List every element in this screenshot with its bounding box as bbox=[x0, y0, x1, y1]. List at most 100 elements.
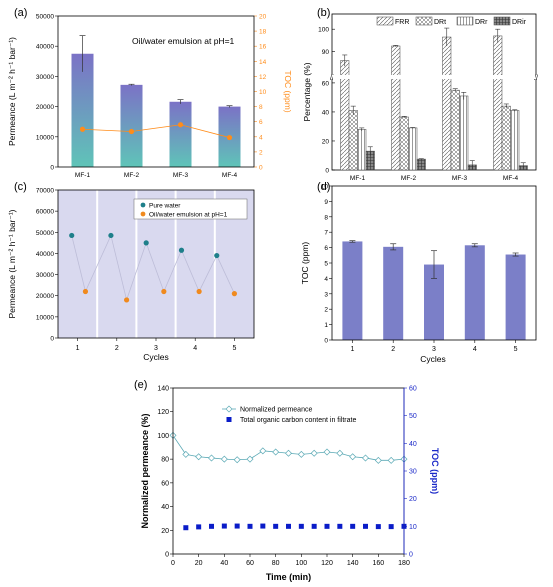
y-tick-label-e: 80 bbox=[161, 457, 169, 464]
toc-point-a bbox=[226, 134, 233, 141]
oil-emulsion-point-c bbox=[124, 297, 130, 303]
break-gap-b bbox=[333, 75, 535, 79]
bar-d bbox=[505, 254, 526, 340]
y-axis-label-b: Percentage (%) bbox=[302, 62, 312, 121]
y-tick-label-b: 90 bbox=[322, 49, 330, 56]
toc-point-a bbox=[128, 128, 135, 135]
legend-label-b: DRir bbox=[512, 19, 527, 26]
y-right-tick-label-e: 60 bbox=[409, 386, 417, 393]
toc-point-e bbox=[337, 523, 343, 529]
plot-frame-b bbox=[331, 13, 537, 171]
bar-d bbox=[383, 246, 404, 340]
y-tick-label-b: 40 bbox=[322, 109, 330, 116]
x-tick-label-a: MF-3 bbox=[173, 172, 189, 179]
bar-a bbox=[120, 84, 143, 167]
toc-point-e bbox=[273, 523, 279, 529]
toc-line-a bbox=[82, 124, 230, 138]
x-axis-label-d: Cycles bbox=[420, 354, 446, 364]
toc-point-e bbox=[375, 524, 381, 530]
y-tick-label-d: 6 bbox=[324, 245, 328, 252]
y-right-tick-label-a: 20 bbox=[259, 14, 267, 21]
x-tick-label-a: MF-4 bbox=[222, 172, 238, 179]
axis-break-left-b bbox=[328, 75, 336, 79]
bar-b-drt bbox=[450, 89, 460, 171]
x-tick-label-b: MF-2 bbox=[401, 175, 417, 182]
perm-point-e bbox=[220, 455, 228, 463]
y-tick-label-a: 40000 bbox=[36, 44, 54, 51]
axis-break-mark-right-b: // bbox=[534, 75, 538, 82]
y-tick-label-a: 30000 bbox=[36, 74, 54, 81]
pure-water-point-c bbox=[69, 232, 75, 239]
y-tick-label-c: 0 bbox=[50, 336, 54, 343]
panel-c: (c) 0 10000 20000 30000 40000 50000 60000 70000 1… bbox=[7, 181, 255, 362]
x-tick-label-e: 100 bbox=[295, 560, 307, 567]
bar-d bbox=[464, 245, 485, 340]
x-axis-label-e: Time (min) bbox=[266, 572, 311, 582]
toc-point-a bbox=[79, 126, 86, 132]
toc-point-a bbox=[177, 122, 184, 128]
y-axis-label-d: TOC (ppm) bbox=[300, 242, 310, 285]
y-tick-label-d: 8 bbox=[324, 214, 328, 221]
bar-b-drr bbox=[510, 110, 520, 171]
x-tick-label-c: 5 bbox=[232, 345, 236, 352]
y-tick-label-b: 20 bbox=[322, 138, 330, 145]
toc-point-e bbox=[209, 523, 214, 529]
bar-a bbox=[71, 53, 94, 167]
panel-a: (a) 0 10000 20000 30000 40000 50000 0 2 4 6 8 10 12 14… bbox=[7, 7, 293, 179]
y-tick-label-b: 60 bbox=[322, 80, 330, 87]
legend-marker-toc-e bbox=[226, 417, 232, 422]
x-tick-label-e: 160 bbox=[372, 560, 384, 567]
toc-point-e bbox=[221, 523, 227, 529]
x-tick-label-d: 2 bbox=[391, 346, 395, 353]
y-tick-label-d: 1 bbox=[324, 322, 328, 329]
plot-frame-d bbox=[331, 185, 537, 341]
axis-break-mark-left-b: // bbox=[330, 75, 334, 82]
x-tick-label-d: 1 bbox=[350, 346, 354, 353]
perm-point-e bbox=[349, 453, 357, 461]
x-tick-label-e: 20 bbox=[195, 560, 203, 567]
legend-marker-pure-c bbox=[140, 202, 146, 208]
x-tick-label-c: 4 bbox=[193, 345, 197, 352]
perm-point-e bbox=[182, 450, 190, 458]
bar-b-drir bbox=[416, 158, 426, 171]
toc-point-e bbox=[286, 523, 291, 529]
y-tick-label-b: 0 bbox=[325, 168, 329, 175]
x-axis-label-c: Cycles bbox=[143, 352, 169, 362]
bar-b-frr bbox=[442, 36, 452, 171]
y-tick-label-d: 9 bbox=[324, 199, 328, 206]
pure-water-point-c bbox=[214, 252, 220, 259]
annotation-a: Oil/water emulsion at pH=1 bbox=[132, 36, 235, 46]
x-tick-label-b: MF-4 bbox=[503, 175, 519, 182]
toc-point-e bbox=[363, 523, 368, 529]
y-tick-label-d: 7 bbox=[324, 230, 328, 237]
legend-marker-perm-e bbox=[225, 405, 233, 413]
y-tick-label-e: 140 bbox=[157, 386, 169, 393]
toc-point-e bbox=[350, 523, 356, 529]
legend-swatch-b bbox=[456, 16, 474, 26]
toc-point-e bbox=[324, 523, 330, 529]
panel-label-c: (c) bbox=[14, 181, 27, 193]
legend-label-b: DRr bbox=[475, 19, 488, 26]
y-tick-label-e: 40 bbox=[161, 504, 169, 511]
y-tick-label-e: 20 bbox=[161, 528, 169, 535]
y-tick-label-c: 20000 bbox=[36, 293, 54, 300]
y-right-tick-label-a: 6 bbox=[259, 119, 263, 126]
y-right-tick-label-a: 12 bbox=[259, 74, 267, 81]
y-tick-label-e: 120 bbox=[157, 409, 169, 416]
y-tick-label-b: 100 bbox=[318, 27, 329, 34]
y-tick-label-e: 0 bbox=[165, 552, 169, 559]
toc-point-e bbox=[388, 524, 394, 530]
axis-break-right-b bbox=[532, 75, 540, 79]
y-right-tick-label-a: 4 bbox=[259, 134, 263, 141]
y-right-tick-label-e: 50 bbox=[409, 413, 417, 420]
y-axis-label-e: Normalized permeance (%) bbox=[140, 413, 150, 528]
panel-label-a: (a) bbox=[14, 7, 27, 19]
y-tick-label-d: 10 bbox=[321, 184, 329, 191]
perm-point-e bbox=[362, 454, 369, 462]
y-tick-label-d: 5 bbox=[324, 261, 328, 268]
x-tick-label-c: 1 bbox=[76, 345, 80, 352]
y-right-tick-label-e: 20 bbox=[409, 496, 417, 503]
oil-emulsion-point-c bbox=[196, 288, 202, 295]
bar-d bbox=[424, 264, 444, 340]
x-tick-label-d: 3 bbox=[432, 346, 436, 353]
